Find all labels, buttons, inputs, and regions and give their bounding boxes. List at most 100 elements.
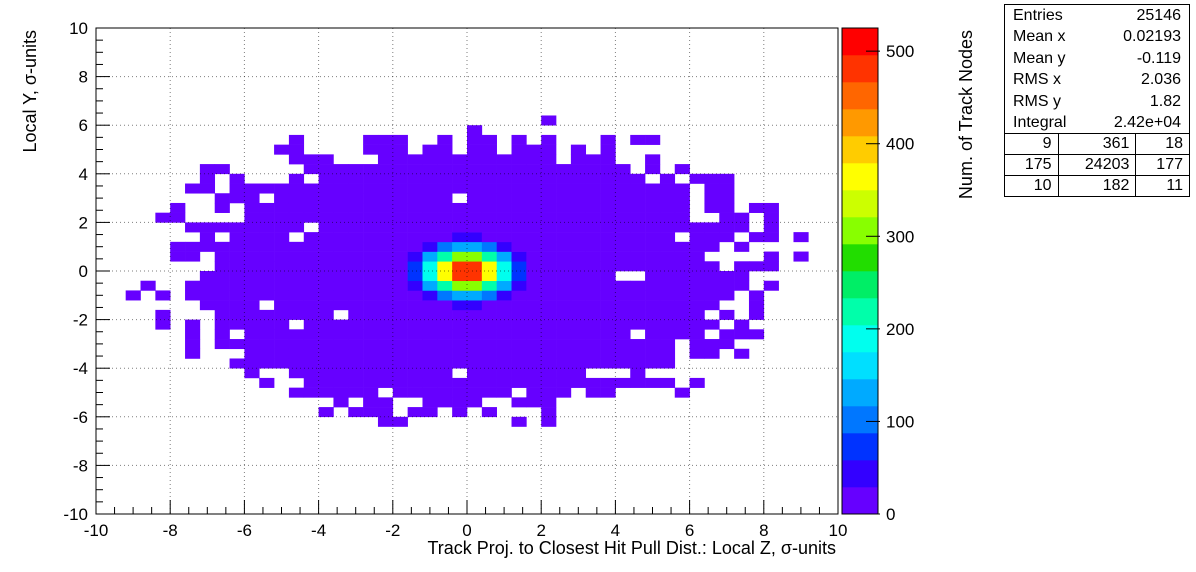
heatmap-cell [407,232,423,243]
heatmap-cell [392,154,408,165]
heatmap-cell [288,271,305,282]
heatmap-cell [630,173,646,184]
heatmap-cell [244,193,260,204]
heatmap-cell [556,173,572,184]
heatmap-cell [437,261,453,272]
heatmap-cell [615,280,631,291]
heatmap-cell [600,241,616,252]
heatmap-cell [541,261,557,272]
heatmap-cell [274,222,290,233]
heatmap-cell [452,202,468,213]
heatmap-cell [570,164,587,175]
heatmap-cell [541,358,557,369]
heatmap-cell [481,202,497,213]
palette-swatch [842,352,878,380]
heatmap-cell [288,339,305,350]
heatmap-cell [274,202,290,213]
palette-swatch [842,298,878,326]
heatmap-cell [630,134,646,145]
heatmap-cell [407,212,423,223]
heatmap-cell [318,329,334,340]
heatmap-cell [526,358,542,369]
heatmap-cell [689,232,705,243]
heatmap-cell [748,232,765,243]
heatmap-cell [585,339,601,350]
heatmap-cell [407,183,423,194]
heatmap-cell [719,339,735,350]
heatmap-cell [318,309,334,320]
heatmap-cell [422,397,438,408]
heatmap-cell [392,144,408,155]
heatmap-cell [481,134,497,145]
heatmap-cell [496,300,512,311]
heatmap-cell [422,173,438,184]
heatmap-cell [570,319,587,330]
heatmap-cell [570,202,587,213]
heatmap-cell [363,144,379,155]
heatmap-cell [422,309,438,320]
heatmap-cell [496,271,512,282]
heatmap-cell [185,280,201,291]
heatmap-cell [600,329,616,340]
heatmap-cell [526,290,542,301]
x-tick-label: 0 [462,521,471,540]
heatmap-cell [556,329,572,340]
heatmap-cell [481,164,497,175]
heatmap-cell [541,300,557,311]
x-tick-label: -10 [84,521,109,540]
heatmap-cell [585,300,601,311]
heatmap-cell [318,241,334,252]
heatmap-cell [437,222,453,233]
heatmap-cell [570,241,587,252]
heatmap-cell [630,193,646,204]
heatmap-cell [467,232,483,243]
overflow-row-bottom: 10 182 11 [1005,175,1189,197]
heatmap-cell [467,212,483,223]
palette-swatch [842,190,878,218]
heatmap-cell [719,202,735,213]
heatmap-cell [570,339,587,350]
heatmap-cell [481,377,497,388]
heatmap-cell [348,280,364,291]
heatmap-cell [452,212,468,223]
heatmap-cell [333,377,349,388]
heatmap-cell [541,193,557,204]
heatmap-cell [496,261,512,272]
heatmap-cell [526,173,542,184]
heatmap-cell [556,261,572,272]
heatmap-cell [333,368,349,379]
heatmap-cell [229,280,245,291]
heatmap-cell [585,387,601,398]
heatmap-cell [570,154,587,165]
heatmap-cell [511,173,527,184]
heatmap-cell [585,261,601,272]
heatmap-cell [363,329,379,340]
heatmap-cell [556,183,572,194]
heatmap-cell [689,173,705,184]
heatmap-cell [600,222,616,233]
heatmap-cell [348,290,364,301]
heatmap-cell [704,193,720,204]
z-tick-label: 0 [886,505,895,524]
heatmap-cell [659,202,676,213]
heatmap-cell [481,290,497,301]
heatmap-cell [170,212,186,223]
heatmap-cell [422,329,438,340]
heatmap-cell [481,329,497,340]
heatmap-cell [303,309,319,320]
heatmap-cell [704,202,720,213]
heatmap-cell [615,309,631,320]
heatmap-cell [570,358,587,369]
stats-box: Entries 25146 Mean x 0.02193 Mean y -0.119 … [1004,4,1190,198]
heatmap-cell [274,144,290,155]
heatmap-cell [674,271,690,282]
heatmap-cell [467,397,483,408]
heatmap-cell [199,300,216,311]
heatmap-cell [214,222,230,233]
heatmap-cell [719,290,735,301]
heatmap-cell [585,222,601,233]
heatmap-cell [333,212,349,223]
heatmap-cell [496,348,512,359]
heatmap-cell [526,144,542,155]
heatmap-cell [659,329,676,340]
